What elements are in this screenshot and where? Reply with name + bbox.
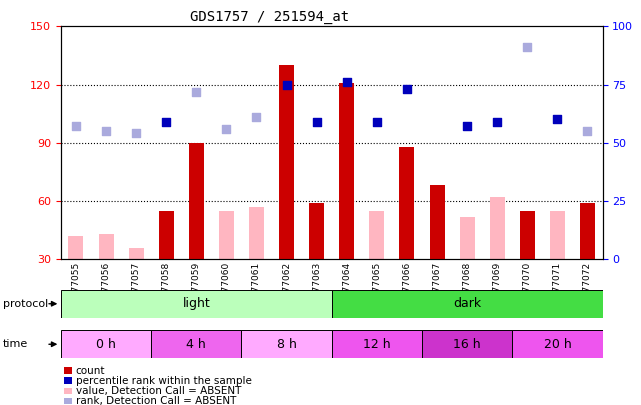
Text: 4 h: 4 h — [187, 338, 206, 351]
Point — [101, 128, 111, 134]
Point — [251, 114, 262, 120]
Bar — [512, 330, 603, 358]
Bar — [99, 234, 113, 259]
Bar — [69, 236, 83, 259]
Bar — [151, 330, 242, 358]
Text: percentile rank within the sample: percentile rank within the sample — [76, 376, 251, 386]
Bar — [219, 211, 234, 259]
Text: protocol: protocol — [3, 299, 49, 309]
Bar — [61, 330, 151, 358]
Text: rank, Detection Call = ABSENT: rank, Detection Call = ABSENT — [76, 396, 236, 405]
Point — [191, 88, 201, 95]
Text: time: time — [3, 339, 28, 349]
Text: 0 h: 0 h — [96, 338, 116, 351]
Point — [522, 44, 533, 51]
Bar — [422, 330, 512, 358]
Bar — [332, 290, 603, 318]
Point — [583, 128, 593, 134]
Bar — [249, 207, 264, 259]
Point — [372, 119, 382, 125]
Point — [161, 119, 171, 125]
Point — [281, 81, 292, 88]
Bar — [339, 83, 354, 259]
Bar — [159, 211, 174, 259]
Bar — [429, 185, 445, 259]
Point — [71, 123, 81, 130]
Point — [553, 116, 563, 123]
Point — [462, 123, 472, 130]
Text: light: light — [183, 297, 210, 310]
Bar — [520, 211, 535, 259]
Bar — [309, 203, 324, 259]
Bar — [332, 330, 422, 358]
Bar — [61, 290, 332, 318]
Bar — [490, 197, 504, 259]
Bar — [460, 217, 474, 259]
Text: value, Detection Call = ABSENT: value, Detection Call = ABSENT — [76, 386, 241, 396]
Bar — [279, 65, 294, 259]
Point — [342, 79, 352, 85]
Bar — [580, 203, 595, 259]
Bar — [242, 330, 332, 358]
Bar — [550, 211, 565, 259]
Text: GDS1757 / 251594_at: GDS1757 / 251594_at — [190, 10, 349, 24]
Text: count: count — [76, 366, 105, 375]
Bar — [369, 211, 385, 259]
Text: dark: dark — [453, 297, 481, 310]
Text: 12 h: 12 h — [363, 338, 390, 351]
Text: 8 h: 8 h — [277, 338, 297, 351]
Point — [492, 119, 503, 125]
Bar — [189, 143, 204, 259]
Bar — [580, 230, 595, 259]
Point — [131, 130, 141, 137]
Point — [312, 119, 322, 125]
Bar — [129, 247, 144, 259]
Text: 20 h: 20 h — [544, 338, 571, 351]
Text: 16 h: 16 h — [453, 338, 481, 351]
Bar — [399, 147, 415, 259]
Point — [402, 86, 412, 92]
Point — [221, 126, 231, 132]
